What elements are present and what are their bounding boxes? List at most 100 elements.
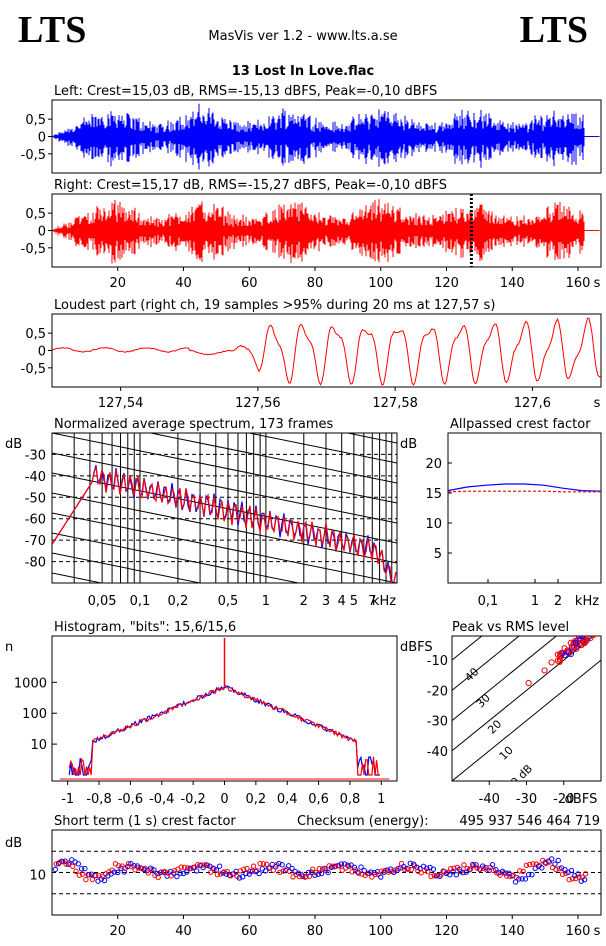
- stc-point: [517, 868, 523, 874]
- stc-point: [556, 866, 562, 872]
- stc-point: [115, 869, 121, 876]
- stc-xunit: s: [594, 924, 601, 939]
- stc-point: [158, 869, 165, 875]
- stc-point: [555, 857, 561, 864]
- pvr-point: [581, 639, 589, 646]
- pvr-point: [599, 636, 601, 637]
- hist-trace: [68, 686, 225, 776]
- spectrum-xunit: kHz: [372, 594, 396, 609]
- stc-point: [368, 869, 374, 875]
- stc-point: [526, 861, 533, 868]
- spectrum-slope-line: [52, 552, 203, 583]
- right-waveform-title: Right: Crest=15,17 dB, RMS=-15,27 dBFS, …: [54, 178, 447, 193]
- left-waveform-title: Left: Crest=15,03 dB, RMS=-15,13 dBFS, P…: [54, 84, 437, 99]
- loudest-xtick-label: 127,56: [235, 396, 281, 411]
- pvr-point: [570, 644, 577, 652]
- pvr-point: [599, 636, 601, 637]
- spectrum-xtick-label: 1: [262, 594, 270, 609]
- stc-point: [451, 865, 457, 871]
- pvr-xtick-label: -30: [516, 792, 537, 807]
- stc-point: [224, 868, 230, 875]
- stc-point: [516, 876, 522, 882]
- stc-point: [520, 868, 526, 875]
- stc-xtick-label: 60: [241, 924, 258, 939]
- stc-point: [76, 872, 82, 878]
- stc-point: [75, 861, 81, 867]
- stc-point: [355, 869, 361, 875]
- stc-point: [86, 872, 92, 878]
- stc-xtick-label: 120: [434, 924, 459, 939]
- stc-point: [101, 877, 108, 884]
- stc-point: [277, 869, 283, 875]
- stc-point: [529, 871, 535, 878]
- right-waveform-xtick-label: 60: [241, 276, 258, 291]
- hist-xtick-label: 0: [220, 792, 228, 807]
- loudest-ytick-label: -0,5: [21, 362, 46, 377]
- loudest-xtick-label: 127,6: [514, 396, 551, 411]
- stc-title: Short term (1 s) crest factor: [54, 814, 236, 829]
- stc-point: [250, 863, 257, 869]
- stc-point: [522, 876, 529, 882]
- pvr-diagonal-label: 10: [497, 744, 516, 763]
- right-waveform-ytick-label: 0: [38, 225, 46, 240]
- spectrum-xtick-label: 0,05: [88, 594, 117, 609]
- stc-point: [562, 866, 568, 873]
- pvr-point: [588, 636, 592, 637]
- stc-point: [312, 872, 318, 878]
- left-waveform-trace: [52, 103, 600, 170]
- stc-point: [201, 862, 207, 868]
- stc-point: [316, 865, 322, 872]
- spectrum-xtick-label: 5: [350, 594, 358, 609]
- stc-point: [369, 874, 375, 880]
- stc-point: [582, 871, 589, 877]
- right-waveform-xtick-label: 120: [434, 276, 459, 291]
- stc-point: [52, 866, 58, 873]
- loudest-ytick-label: 0: [38, 345, 46, 360]
- stc-point: [276, 860, 282, 867]
- pvr-ytick-label: -10: [427, 654, 448, 669]
- hist-title: Histogram, "bits": 15,6/15,6: [54, 620, 236, 635]
- pvr-crest-line: [452, 636, 595, 752]
- stc-point: [79, 871, 86, 877]
- pvr-title: Peak vs RMS level: [452, 620, 569, 635]
- stc-point: [185, 865, 191, 871]
- pvr-point: [541, 667, 548, 674]
- loudest-xtick-label: 127,58: [372, 396, 418, 411]
- crest-trace: [447, 490, 601, 493]
- stc-point: [568, 867, 575, 874]
- crest-ytick-label: 10: [425, 517, 442, 532]
- stc-point: [93, 872, 99, 879]
- right-waveform-xtick-label: 140: [500, 276, 525, 291]
- stc-point: [523, 862, 530, 868]
- loudest-signal: [52, 317, 601, 386]
- stc-point: [216, 863, 223, 869]
- pvr-point: [590, 636, 597, 639]
- stc-point: [575, 871, 581, 877]
- pvr-point: [592, 636, 594, 637]
- stc-ylabel: dB: [5, 836, 22, 851]
- pvr-crest-line: [452, 636, 558, 722]
- stc-point: [519, 876, 525, 882]
- stc-point: [333, 863, 339, 869]
- stc-point: [356, 870, 362, 876]
- right-waveform-xtick-label: 20: [109, 276, 126, 291]
- stc-point: [552, 861, 558, 867]
- stc-point: [581, 877, 588, 883]
- hist-xtick-label: 0,6: [308, 792, 329, 807]
- stc-point: [338, 861, 344, 867]
- stc-point: [502, 870, 509, 876]
- pvr-point: [561, 651, 568, 659]
- spectrum-xtick-label: 3: [322, 594, 330, 609]
- stc-point: [208, 869, 214, 875]
- stc-point: [500, 870, 507, 876]
- pvr-point: [592, 636, 595, 637]
- stc-point: [438, 872, 444, 878]
- crest-xunit: kHz: [575, 594, 599, 609]
- hist-ytick-label: 1000: [14, 676, 47, 691]
- checksum-value: 495 937 546 464 719: [459, 814, 600, 829]
- stc-point: [239, 874, 246, 880]
- spectrum-slope-line: [52, 532, 301, 583]
- stc-point: [236, 875, 243, 881]
- hist-xtick-label: 0,8: [340, 792, 361, 807]
